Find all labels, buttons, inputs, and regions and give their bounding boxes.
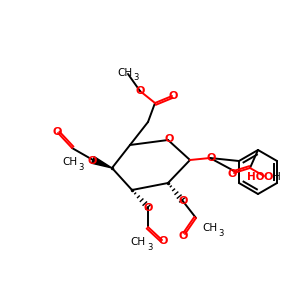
Text: O: O [164,134,174,144]
Text: O: O [52,127,62,137]
Text: CH: CH [62,157,78,167]
Polygon shape [92,157,112,168]
Text: O: O [168,91,178,101]
Text: CH: CH [130,237,146,247]
Text: O: O [227,169,237,179]
Text: O: O [143,203,153,213]
Text: O: O [263,172,273,182]
Text: CH: CH [202,223,217,233]
Text: O: O [206,153,216,163]
Text: O: O [178,196,188,206]
Text: HO: HO [247,172,265,182]
Text: 3: 3 [78,163,84,172]
Text: 3: 3 [218,230,224,238]
Text: H: H [273,172,281,182]
Text: O: O [87,156,97,166]
Text: CH: CH [117,68,133,78]
Text: 3: 3 [147,244,153,253]
Text: O: O [158,236,168,246]
Text: O: O [135,86,145,96]
Text: 3: 3 [133,74,139,82]
Text: O: O [178,231,188,241]
